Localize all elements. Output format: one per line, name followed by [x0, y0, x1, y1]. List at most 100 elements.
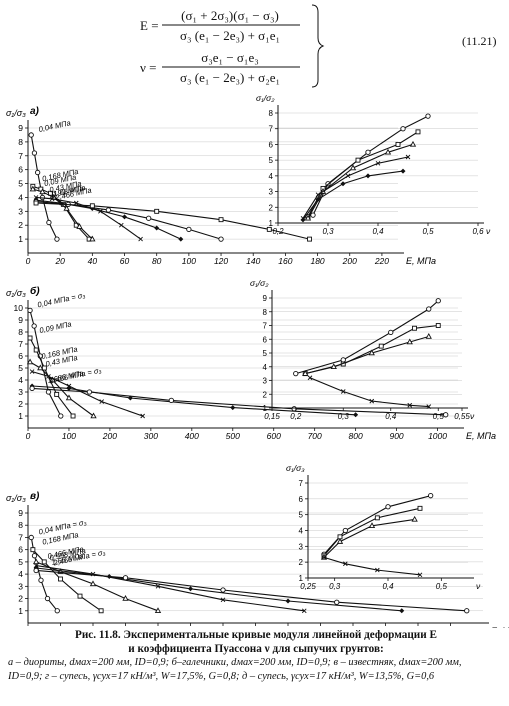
- data-point: [340, 181, 346, 187]
- data-point: [345, 173, 351, 179]
- data-point: [417, 572, 423, 578]
- data-point: [355, 157, 361, 163]
- series-line: [32, 387, 446, 416]
- data-point: [26, 358, 34, 365]
- x-tick-label: 0: [26, 431, 31, 441]
- x-tick-label: 0,55: [454, 412, 470, 421]
- x-tick-label: 200: [342, 256, 357, 266]
- data-point: [33, 195, 39, 200]
- x-tick-label: 140: [246, 256, 260, 266]
- caption-legend-1: а – диориты, dмах=200 мм, ID=0,9; б–гале…: [8, 657, 462, 668]
- eq-v-denominator: σ₃ (e₁ − 2e₃) + σ₂e₁: [180, 70, 280, 85]
- y-tick-label: 3: [299, 542, 304, 551]
- x-axis-label: E, МПа: [406, 256, 436, 266]
- data-point: [374, 515, 380, 521]
- y-tick-label: 6: [269, 140, 274, 149]
- x-tick-label: 100: [183, 626, 197, 628]
- y-tick-label: 3: [18, 206, 23, 216]
- data-point: [63, 205, 70, 211]
- data-point: [118, 222, 124, 228]
- data-point: [310, 212, 316, 218]
- data-point: [178, 236, 184, 242]
- data-point: [412, 325, 417, 331]
- equation-block: E = (σ₁ + 2σ₃)(σ₁ − σ₃) σ₃ (e₁ − 2e₃) + …: [140, 4, 325, 88]
- y-tick-label: 1: [18, 411, 23, 421]
- x-tick-label: 260: [442, 626, 457, 628]
- data-point: [428, 493, 434, 499]
- data-point: [415, 129, 421, 135]
- series-line: [309, 377, 429, 408]
- data-point: [425, 332, 432, 339]
- x-tick-label: 180: [310, 256, 324, 266]
- data-point: [154, 607, 162, 614]
- data-point: [39, 188, 46, 195]
- data-point: [407, 402, 413, 408]
- y-tick-label: 9: [18, 508, 23, 518]
- x-tick-label: 0,3: [338, 412, 350, 421]
- y-tick-label: 9: [18, 123, 23, 133]
- series-line: [35, 202, 310, 240]
- data-point: [395, 141, 401, 147]
- data-point: [122, 214, 128, 220]
- data-point: [435, 298, 441, 304]
- chart-panel-2: 0 100 200 300 400 500 600 700 800 900 1000 1 2 3 4 5 6 7 8…: [6, 285, 496, 441]
- x-tick-label: 0,5: [422, 227, 434, 236]
- data-point: [32, 558, 40, 565]
- x-tick-label: 800: [349, 431, 363, 441]
- y-tick-label: 3: [18, 387, 23, 397]
- x-tick-label: 60: [121, 626, 131, 628]
- x-tick-label: 200: [102, 431, 117, 441]
- data-point: [31, 150, 38, 156]
- data-point: [365, 149, 371, 155]
- data-point: [76, 223, 83, 229]
- figure-caption: Рис. 11.8. Экспериментальные кривые моду…: [8, 628, 504, 683]
- data-point: [426, 306, 432, 312]
- x-tick-label: 0,25: [300, 582, 316, 591]
- data-point: [230, 405, 236, 411]
- data-point: [369, 398, 375, 404]
- data-point: [35, 169, 41, 176]
- data-point: [46, 374, 51, 379]
- y-tick-label: 6: [18, 165, 23, 175]
- y-tick-label: 7: [18, 151, 23, 161]
- data-point: [122, 595, 129, 601]
- data-point: [37, 364, 44, 371]
- caption-title: Рис. 11.8. Экспериментальные кривые моду…: [75, 629, 437, 641]
- data-point: [140, 413, 145, 419]
- data-point: [168, 397, 174, 404]
- y-tick-label: 7: [18, 339, 23, 349]
- x-axis-label: ν: [486, 226, 491, 236]
- data-point: [405, 154, 411, 160]
- data-point: [49, 376, 56, 383]
- x-tick-label: 300: [144, 431, 158, 441]
- data-point: [406, 338, 413, 345]
- series-line: [312, 115, 429, 216]
- data-point: [73, 200, 79, 206]
- y-tick-label: 5: [299, 511, 304, 520]
- y-tick-label: 5: [18, 363, 23, 373]
- y-tick-label: 10: [14, 303, 24, 313]
- data-point: [342, 527, 348, 534]
- y-tick-label: 5: [18, 557, 23, 567]
- data-point: [30, 547, 36, 553]
- data-point: [220, 587, 226, 593]
- x-tick-label: 0,5: [436, 582, 448, 591]
- series-line: [30, 134, 58, 240]
- data-point: [220, 597, 226, 603]
- y-tick-label: 8: [269, 109, 274, 118]
- y-tick-label: 6: [263, 335, 268, 344]
- y-tick-label: 1: [299, 574, 304, 583]
- chart-panel-4: 0 20 40 60 80 100 120 140 160 180 200 220 240 260 1 2 3 4…: [6, 491, 509, 628]
- x-tick-label: 180: [313, 626, 327, 628]
- data-point: [368, 522, 376, 528]
- x-tick-label: 160: [278, 256, 292, 266]
- y-tick-label: 2: [18, 399, 23, 409]
- data-point: [89, 203, 95, 209]
- data-point: [307, 236, 312, 242]
- data-point: [302, 370, 309, 376]
- y-tick-label: 7: [269, 125, 274, 134]
- x-tick-label: 20: [54, 256, 65, 266]
- data-point: [41, 365, 47, 371]
- data-point: [304, 214, 312, 221]
- data-point: [90, 412, 97, 419]
